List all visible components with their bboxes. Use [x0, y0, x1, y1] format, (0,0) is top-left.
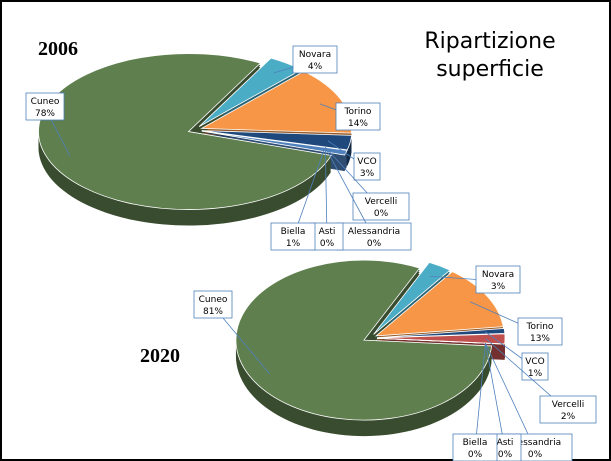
value-label: 0%	[367, 239, 382, 249]
value-label: 1%	[286, 239, 301, 249]
chart-title: 2020	[140, 345, 180, 367]
value-label: 0%	[468, 450, 483, 460]
value-label: 0%	[498, 450, 513, 460]
category-label: Torino	[526, 322, 554, 332]
category-label: Alessandria	[348, 227, 400, 237]
category-label: Novara	[482, 270, 514, 280]
value-label: 0%	[374, 209, 389, 219]
category-label: Torino	[344, 107, 372, 117]
value-label: 0%	[528, 450, 543, 460]
value-label: 78%	[35, 109, 55, 119]
page: Ripartizione superficie 2006 Novara 4% Torin…	[0, 0, 611, 461]
slide: Ripartizione superficie 2006 Novara 4% Torin…	[0, 0, 611, 461]
value-label: 14%	[348, 119, 368, 129]
category-label: VCO	[525, 357, 545, 367]
value-label: 3%	[360, 169, 375, 179]
category-label: Asti	[319, 227, 336, 237]
category-label: Cuneo	[199, 295, 228, 305]
category-label: Vercelli	[552, 400, 584, 410]
category-label: Cuneo	[31, 97, 60, 107]
category-label: Biella	[281, 227, 306, 237]
value-label: 2%	[561, 412, 576, 422]
title-word: superficie	[436, 57, 544, 82]
chart-title: 2006	[38, 38, 78, 60]
value-label: 0%	[320, 239, 335, 249]
category-label: Novara	[299, 50, 331, 60]
value-label: 4%	[308, 62, 323, 72]
value-label: 3%	[491, 282, 506, 292]
value-label: 13%	[530, 334, 550, 344]
category-label: Asti	[497, 438, 514, 448]
value-label: 81%	[203, 307, 223, 317]
category-label: Vercelli	[365, 197, 397, 207]
title-word: Ripartizione	[424, 29, 555, 54]
category-label: VCO	[357, 157, 377, 167]
category-label: Biella	[463, 438, 488, 448]
